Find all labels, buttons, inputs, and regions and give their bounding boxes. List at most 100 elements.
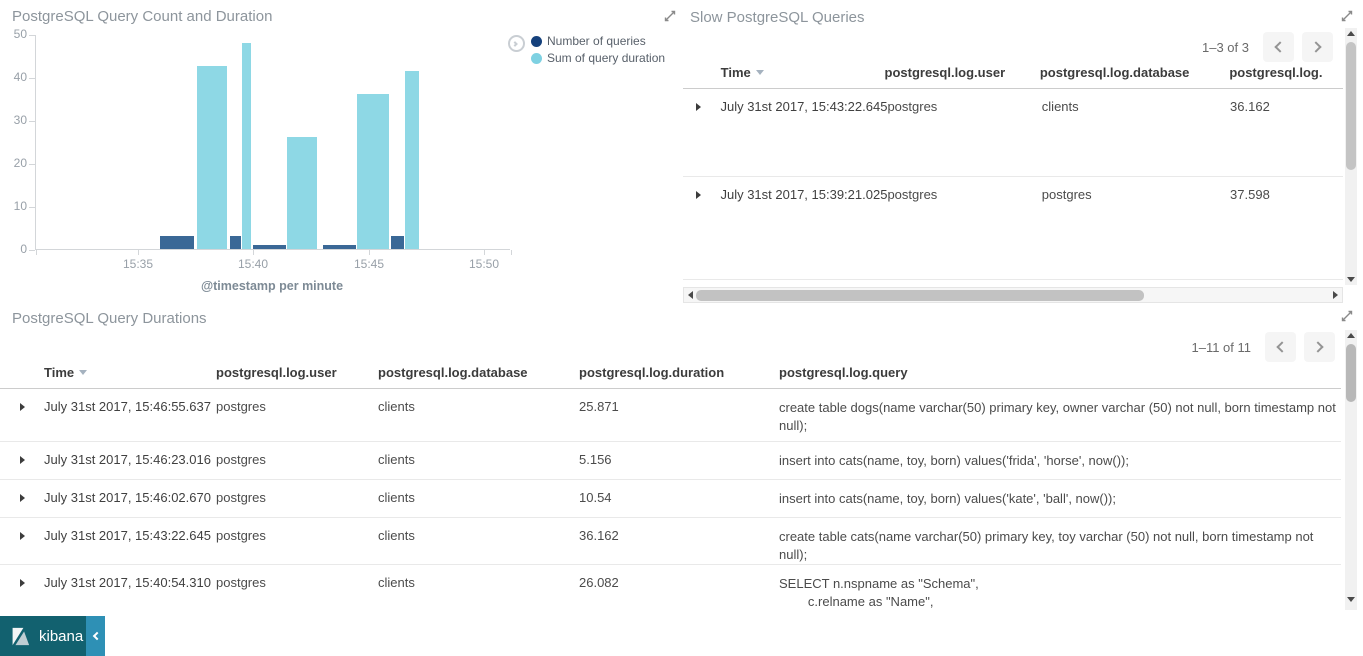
cell-time: July 31st 2017, 15:43:22.645 [720,99,888,114]
vertical-scrollbar-thumb[interactable] [1346,344,1356,402]
legend-toggle-button[interactable] [508,35,525,52]
horizontal-scrollbar[interactable] [683,287,1343,303]
expand-row-caret[interactable] [20,532,25,540]
expand-row-caret[interactable] [696,103,701,111]
y-axis-tick [29,34,35,36]
scroll-up-icon[interactable] [1347,31,1355,36]
scroll-down-icon[interactable] [1347,597,1355,602]
legend-label: Sum of query duration [547,51,666,65]
panel-title: Slow PostgreSQL Queries [690,9,865,26]
legend-label: Number of queries [547,34,646,48]
kibana-logo-button[interactable]: kibana [0,616,86,656]
column-header-time[interactable]: Time [44,365,216,380]
vertical-scrollbar-thumb[interactable] [1346,42,1356,170]
cell-database: clients [378,490,415,505]
scroll-down-icon[interactable] [1347,277,1355,282]
table-row: July 31st 2017, 15:40:54.310 postgres cl… [0,565,1341,616]
scroll-up-icon[interactable] [1347,333,1355,338]
vertical-scrollbar[interactable] [1345,330,1357,610]
expand-panel-icon[interactable] [1340,309,1354,323]
table-header: Time postgresql.log.user postgresql.log.… [0,365,1341,389]
x-axis-tick [253,250,254,255]
x-axis-tick [484,250,485,255]
table-row: July 31st 2017, 15:46:23.016 postgres cl… [0,442,1341,480]
table-header: Time postgresql.log.user postgresql.log.… [683,65,1343,89]
column-header-database[interactable]: postgresql.log.database [378,365,528,380]
y-axis-tick-label: 10 [13,199,27,213]
bar-sum-of-query-duration[interactable] [405,70,419,249]
vertical-scrollbar[interactable] [1345,28,1357,285]
table-row: July 31st 2017, 15:46:02.670 postgres cl… [0,480,1341,518]
collapse-nav-button[interactable] [86,616,105,656]
y-axis-tick-label: 20 [13,156,27,170]
column-header-duration[interactable]: postgresql.log.duration [579,365,725,380]
x-axis-tick-label: 15:35 [122,257,154,271]
cell-time: July 31st 2017, 15:40:54.310 [44,575,211,590]
previous-page-button[interactable] [1265,332,1296,362]
bar-sum-of-query-duration[interactable] [197,66,227,249]
bar-number-of-queries[interactable] [323,244,356,249]
cell-database: clients [378,528,415,543]
x-axis-tick [369,250,370,255]
cell-database: clients [378,399,415,414]
bar-number-of-queries[interactable] [391,236,404,249]
expand-row-caret[interactable] [20,579,25,587]
cell-query: create table dogs(name varchar(50) prima… [779,400,1340,433]
cell-duration: 10.54 [579,490,612,505]
panel-query-count-duration: PostgreSQL Query Count and Duration 0 10 2… [0,0,683,305]
pagination-range: 1–11 of 11 [1191,339,1251,355]
cell-duration: 37.598 [1230,187,1270,202]
panel-title: PostgreSQL Query Count and Duration [12,8,273,25]
cell-time: July 31st 2017, 15:46:55.637 [44,399,211,414]
next-page-button[interactable] [1302,32,1333,62]
bar-number-of-queries[interactable] [230,236,241,249]
next-page-button[interactable] [1304,332,1335,362]
chevron-right-icon [1312,341,1324,353]
y-axis-tick-label: 50 [13,27,27,41]
x-axis-tick-label: 15:45 [353,257,385,271]
chart-plot: 0 10 20 30 40 50 15:35 15:40 15:45 15:50 [14,27,512,271]
expand-panel-icon[interactable] [1340,9,1354,23]
x-axis-tick [511,250,512,255]
column-header-user[interactable]: postgresql.log.user [884,65,1006,80]
column-header-user[interactable]: postgresql.log.user [216,365,337,380]
expand-row-caret[interactable] [696,191,701,199]
legend-dot-count [531,35,542,47]
expand-row-caret[interactable] [20,403,25,411]
horizontal-scrollbar-thumb[interactable] [696,290,1144,301]
scroll-right-icon[interactable] [1333,291,1338,299]
bar-number-of-queries[interactable] [160,236,194,249]
x-axis-tick [36,250,37,255]
bar-number-of-queries[interactable] [253,244,286,249]
cell-user: postgres [216,452,266,467]
panel-slow-queries: Slow PostgreSQL Queries 1–3 of 3 Time po… [683,0,1363,305]
kibana-navbar: kibana [0,616,105,656]
expand-row-caret[interactable] [20,494,25,502]
legend-item-number-of-queries[interactable]: Number of queries [531,34,665,48]
expand-panel-icon[interactable] [663,9,677,23]
column-header-duration[interactable]: postgresql.log. [1229,65,1323,80]
column-header-time[interactable]: Time [721,65,885,80]
panel-title: PostgreSQL Query Durations [12,310,207,327]
legend-item-sum-of-duration[interactable]: Sum of query duration [531,51,665,65]
cell-duration: 36.162 [579,528,619,543]
y-axis-tick-label: 40 [13,70,27,84]
cell-duration: 5.156 [579,452,612,467]
cell-user: postgres [216,575,266,590]
bar-sum-of-query-duration[interactable] [287,137,317,249]
cell-database: postgres [1041,187,1092,202]
chevron-left-icon [1274,41,1286,53]
chevron-right-icon [1310,41,1322,53]
previous-page-button[interactable] [1263,32,1294,62]
legend-dot-duration [531,52,542,64]
y-axis-tick [29,120,35,122]
expand-row-caret[interactable] [20,456,25,464]
column-header-query[interactable]: postgresql.log.query [779,365,908,380]
y-axis-tick-label: 30 [13,113,27,127]
bar-sum-of-query-duration[interactable] [357,94,389,249]
scroll-left-icon[interactable] [688,291,693,299]
bar-sum-of-query-duration[interactable] [242,42,251,249]
table-row: July 31st 2017, 15:43:22.645 postgres cl… [683,89,1343,177]
column-header-database[interactable]: postgresql.log.database [1039,65,1190,80]
